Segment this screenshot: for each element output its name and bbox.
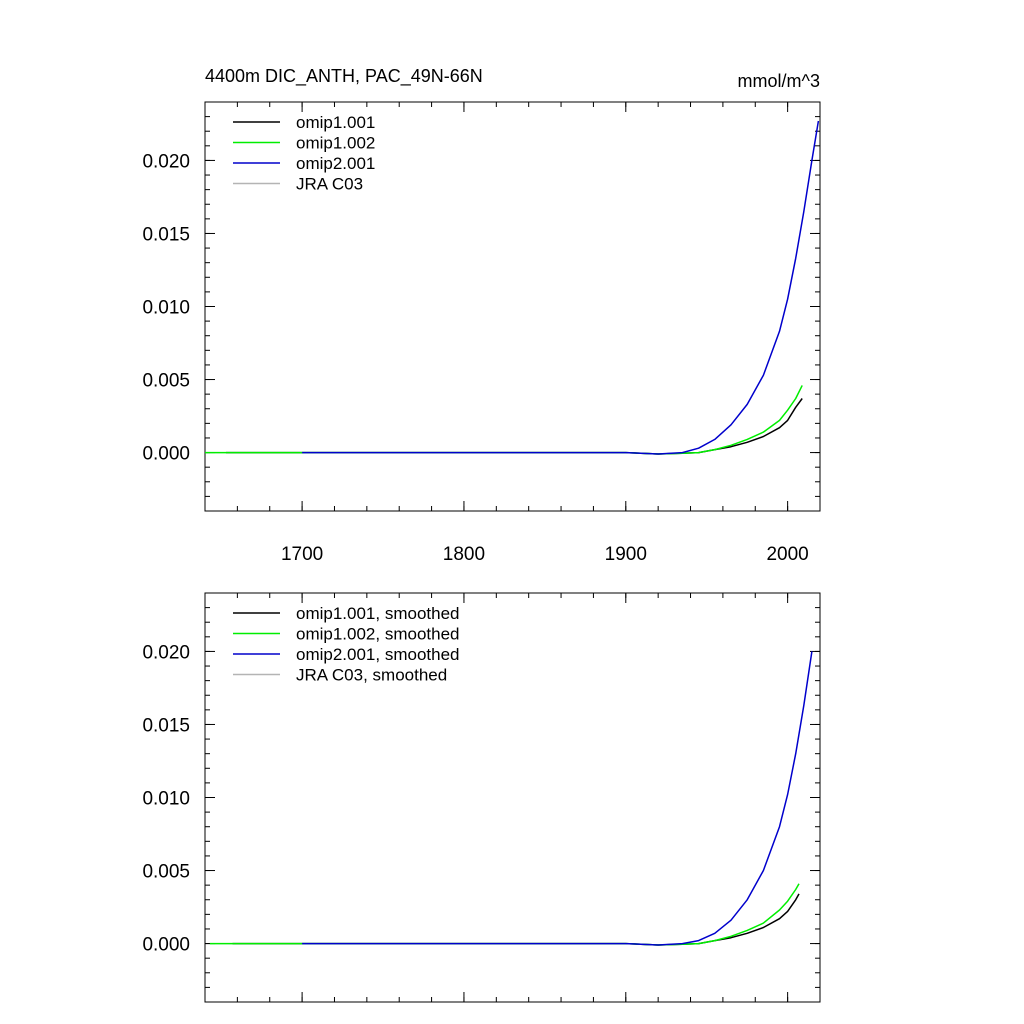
legend-label: omip1.002, smoothed xyxy=(296,625,460,644)
y-tick-label: 0.020 xyxy=(142,151,190,172)
y-tick-label: 0.000 xyxy=(142,444,190,465)
legend-label: omip1.001 xyxy=(296,113,375,132)
legend-label: JRA C03 xyxy=(296,175,363,194)
legend-label: omip1.001, smoothed xyxy=(296,604,460,623)
series-line-omip2-001 xyxy=(302,120,820,455)
y-tick-label: 0.000 xyxy=(142,935,190,956)
y-tick-label: 0.015 xyxy=(142,224,190,245)
series-line-omip1-001 xyxy=(226,398,803,455)
units-label: mmol/m^3 xyxy=(738,71,820,91)
x-tick-label: 2000 xyxy=(766,544,808,565)
x-tick-label: 1900 xyxy=(605,544,647,565)
legend-label: JRA C03, smoothed xyxy=(296,666,447,685)
top-panel: 0.000 0.005 0.010 0.015 0.020 1700 1800 1900 200… xyxy=(142,101,821,565)
legend-label: omip1.002 xyxy=(296,134,375,153)
y-tick-label: 0.020 xyxy=(142,642,190,663)
y-tick-label: 0.015 xyxy=(142,715,190,736)
y-tick-label: 0.010 xyxy=(142,298,190,319)
x-tick-label: 1800 xyxy=(443,544,485,565)
series-line-omip2-001 xyxy=(302,651,813,946)
x-tick-label: 1700 xyxy=(281,544,323,565)
series-line-omip1-001 xyxy=(232,893,800,946)
chart-title: 4400m DIC_ANTH, PAC_49N-66N xyxy=(205,66,483,87)
y-tick-label: 0.005 xyxy=(142,862,190,883)
y-tick-label: 0.005 xyxy=(142,371,190,392)
bottom-panel: 0.000 0.005 0.010 0.015 0.020 omip1.001, smoo… xyxy=(142,592,821,1003)
series-line-omip1-002 xyxy=(205,385,803,455)
legend-label: omip2.001 xyxy=(296,154,375,173)
y-tick-label: 0.010 xyxy=(142,789,190,810)
legend-label: omip2.001, smoothed xyxy=(296,645,460,664)
